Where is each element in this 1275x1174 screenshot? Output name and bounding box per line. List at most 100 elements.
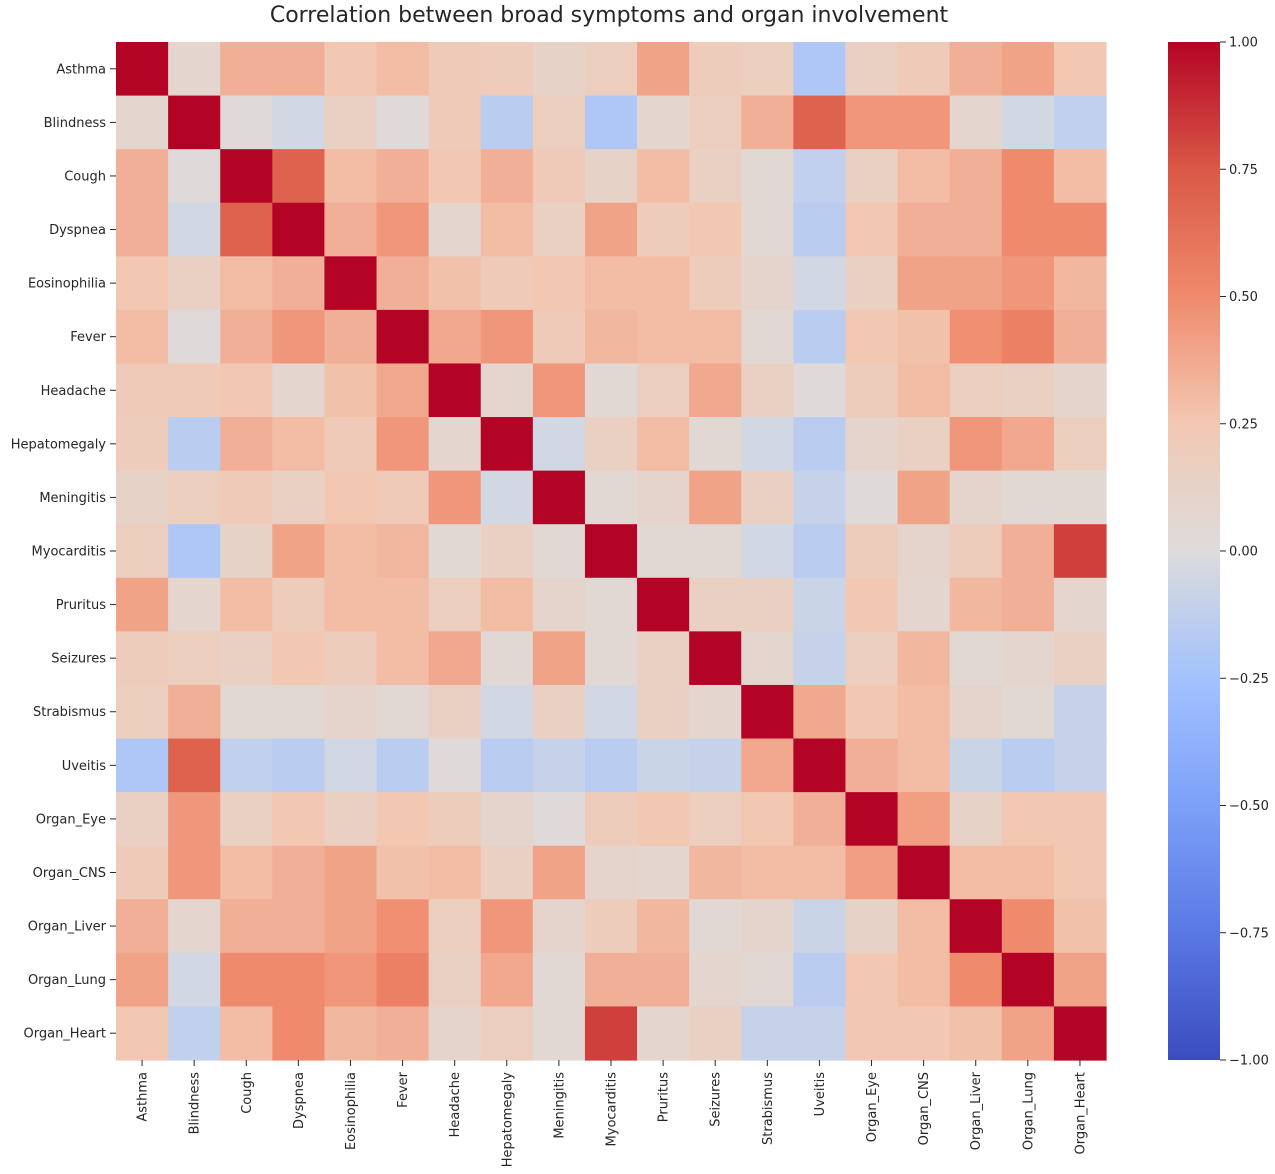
heatmap-cell: [793, 577, 847, 632]
heatmap-cell: [480, 202, 534, 257]
heatmap-cell: [376, 845, 430, 900]
heatmap-cell: [584, 845, 638, 900]
heatmap-cell: [480, 631, 534, 686]
heatmap-cell: [897, 899, 951, 954]
heatmap-cell: [689, 202, 742, 257]
x-tick-label: Eosinophilia: [344, 1072, 359, 1150]
heatmap-cell: [428, 792, 482, 847]
heatmap-cell: [897, 845, 951, 900]
heatmap-cell: [324, 524, 378, 579]
heatmap-cell: [532, 470, 586, 525]
heatmap-cell: [637, 1006, 690, 1061]
heatmap-cell: [897, 309, 951, 365]
heatmap-cell: [845, 792, 899, 847]
heatmap-cell: [376, 899, 430, 954]
heatmap-cell: [428, 899, 482, 954]
colorbar-tick-label: −0.25: [1229, 672, 1269, 687]
y-tick-label: Pruritus: [56, 598, 106, 613]
chart-title: Correlation between broad symptoms and o…: [270, 3, 949, 28]
heatmap-cell: [793, 524, 847, 579]
heatmap-cell: [741, 309, 794, 365]
heatmap-cell: [116, 1006, 169, 1061]
x-tick-label: Fever: [396, 1071, 411, 1107]
heatmap-cell: [949, 577, 1003, 632]
heatmap-cell: [949, 417, 1003, 472]
heatmap-cell: [897, 256, 951, 311]
heatmap-cell: [637, 309, 690, 365]
heatmap-cell: [272, 1006, 326, 1061]
heatmap-cell: [1001, 577, 1055, 632]
heatmap-cell: [220, 149, 273, 204]
heatmap-cell: [584, 952, 638, 1008]
heatmap-cell: [845, 577, 899, 632]
heatmap-cell: [1001, 1006, 1055, 1061]
heatmap-cell: [897, 684, 951, 740]
y-tick-label: Headache: [41, 384, 106, 399]
heatmap-cell: [689, 417, 742, 472]
heatmap-cell: [168, 1006, 221, 1061]
colorbar-tick-label: 0.50: [1229, 290, 1258, 305]
heatmap-cell: [480, 149, 534, 204]
heatmap-cell: [532, 95, 586, 150]
heatmap-cell: [116, 42, 169, 97]
heatmap-cell: [741, 738, 794, 793]
y-tick-label: Hepatomegaly: [11, 437, 107, 452]
heatmap-cell: [845, 417, 899, 472]
heatmap-cell: [324, 899, 378, 954]
heatmap-cell: [1001, 202, 1055, 257]
heatmap-cell: [1001, 952, 1055, 1008]
heatmap-cell: [897, 42, 951, 97]
heatmap-cell: [637, 845, 690, 900]
heatmap-cell: [428, 202, 482, 257]
heatmap-cell: [637, 899, 690, 954]
y-tick-label: Organ_Heart: [24, 1027, 107, 1042]
x-tick-labels: Asthma Blindness Cough Dyspnea Eosinophilia F…: [136, 1060, 1088, 1167]
heatmap-cell: [324, 42, 378, 97]
heatmap-cell: [741, 417, 794, 472]
heatmap-cell: [272, 738, 326, 793]
heatmap-cell: [689, 845, 742, 900]
heatmap-cell: [793, 149, 847, 204]
heatmap-cell: [1001, 309, 1055, 365]
heatmap-cell: [324, 792, 378, 847]
heatmap-cell: [116, 952, 169, 1008]
heatmap-cell: [793, 42, 847, 97]
colorbar-tick-label: −0.75: [1229, 926, 1269, 941]
heatmap-cell: [376, 792, 430, 847]
heatmap-cell: [793, 792, 847, 847]
heatmap-cell: [741, 577, 794, 632]
heatmap-cell: [637, 42, 690, 97]
heatmap-cell: [949, 899, 1003, 954]
heatmap-cell: [324, 363, 378, 418]
heatmap-cell: [428, 149, 482, 204]
y-tick-label: Cough: [64, 169, 106, 184]
x-tick-label: Organ_Heart: [1073, 1072, 1088, 1155]
heatmap-cell: [272, 524, 326, 579]
heatmap-cell: [116, 631, 169, 686]
heatmap-cell: [1001, 738, 1055, 793]
heatmap-cell: [532, 42, 586, 97]
heatmap-cell: [845, 256, 899, 311]
heatmap-cell: [428, 577, 482, 632]
heatmap-cell: [480, 684, 534, 740]
heatmap-cell: [845, 149, 899, 204]
heatmap-cell: [689, 952, 742, 1008]
heatmap-cell: [480, 417, 534, 472]
heatmap-cell: [116, 149, 169, 204]
heatmap-cell: [793, 202, 847, 257]
heatmap-cell: [637, 952, 690, 1008]
heatmap-cell: [1053, 363, 1107, 418]
heatmap-cell: [584, 524, 638, 579]
y-tick-label: Eosinophilia: [28, 277, 106, 292]
heatmap-cell: [324, 309, 378, 365]
heatmap-cell: [584, 309, 638, 365]
heatmap-cell: [532, 1006, 586, 1061]
heatmap-cell: [637, 631, 690, 686]
heatmap-cell: [428, 309, 482, 365]
colorbar: 1.00 0.75 0.50 0.25 0.00 −0.25 −0.50 −0.75 −1.00: [1168, 36, 1269, 1069]
heatmap-cell: [584, 792, 638, 847]
heatmap-cell: [1001, 631, 1055, 686]
heatmap-cell: [689, 42, 742, 97]
heatmap-cell: [376, 738, 430, 793]
